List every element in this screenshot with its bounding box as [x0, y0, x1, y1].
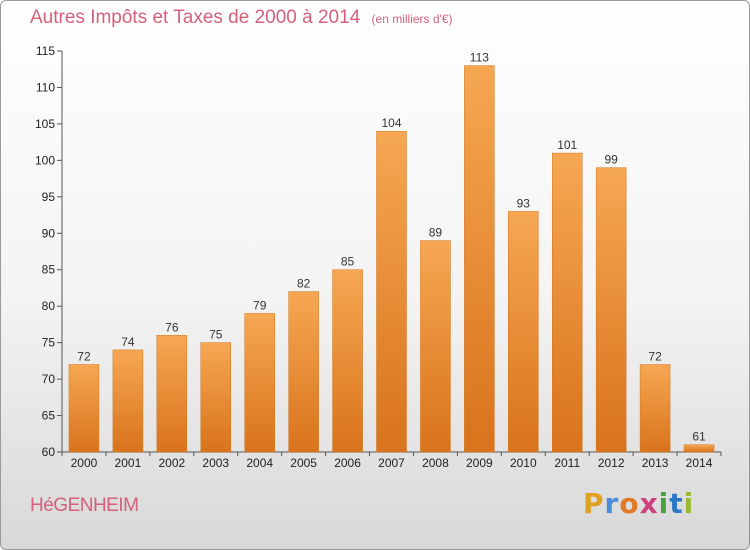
bar-2000	[68, 364, 100, 453]
x-tick-label: 2010	[510, 456, 537, 470]
x-tick-label: 2012	[598, 456, 625, 470]
chart-bars: 72 74 76 75 79 82 85 104 89 113 93 101 99 72 61	[68, 51, 715, 453]
bar-2005	[288, 291, 319, 453]
bar-value-label: 72	[77, 350, 91, 364]
bar-2007	[376, 130, 407, 453]
bar-value-label: 61	[692, 430, 706, 444]
y-tick-label: 80	[42, 299, 56, 313]
bar-value-label: 74	[121, 335, 135, 349]
y-tick-label: 115	[36, 44, 55, 58]
bar-2013	[639, 364, 671, 453]
bar-2004	[244, 313, 275, 453]
proxiti-logo: Proxiti	[583, 487, 695, 520]
bar-2002	[156, 335, 188, 453]
y-tick-label: 65	[42, 409, 56, 423]
bar-2009	[464, 65, 495, 453]
bar-value-label: 82	[297, 277, 311, 291]
y-tick-label: 105	[35, 117, 55, 131]
bar-value-label: 72	[648, 350, 662, 364]
bar-2008	[420, 240, 451, 453]
chart-title: Autres Impôts et Taxes de 2000 à 2014 (e…	[30, 7, 453, 29]
bar-value-label: 76	[165, 320, 179, 334]
bar-2001	[112, 349, 144, 453]
x-tick-label: 2014	[686, 456, 713, 470]
x-tick-label: 2007	[378, 456, 405, 470]
x-tick-label: 2009	[466, 456, 493, 470]
y-tick-label: 85	[42, 263, 56, 277]
bar-2003	[200, 342, 232, 453]
bar-value-label: 101	[557, 138, 577, 152]
bar-2012	[595, 167, 627, 453]
x-tick-label: 2006	[334, 456, 361, 470]
x-tick-label: 2005	[290, 456, 317, 470]
y-tick-label: 70	[42, 372, 56, 386]
bar-2006	[332, 269, 363, 453]
x-tick-label: 2004	[246, 456, 273, 470]
chart-title-text: Autres Impôts et Taxes de 2000 à 2014	[30, 7, 361, 28]
bar-value-label: 104	[381, 116, 401, 130]
bar-value-label: 85	[341, 255, 355, 269]
bar-2011	[551, 152, 583, 453]
y-tick-label: 110	[36, 80, 55, 94]
y-tick-label: 95	[42, 190, 56, 204]
y-tick-label: 100	[35, 153, 55, 167]
x-tick-label: 2001	[115, 456, 142, 470]
x-tick-label: 2008	[422, 456, 449, 470]
x-tick-label: 2000	[71, 456, 98, 470]
x-tick-label: 2002	[158, 456, 185, 470]
y-tick-label: 60	[42, 445, 56, 459]
x-tick-label: 2003	[202, 456, 229, 470]
bar-value-label: 93	[517, 196, 531, 210]
bar-value-label: 113	[470, 51, 489, 65]
chart-unit: (en milliers d'€)	[371, 12, 453, 26]
x-tick-label: 2013	[642, 456, 669, 470]
x-tick-label: 2011	[554, 456, 580, 470]
commune-name: HéGENHEIM	[30, 495, 139, 516]
bar-2014	[683, 444, 715, 453]
bar-value-label: 75	[209, 328, 223, 342]
bar-value-label: 99	[604, 153, 618, 167]
bar-value-label: 89	[429, 226, 443, 240]
y-tick-label: 90	[42, 226, 56, 240]
bar-2010	[508, 211, 539, 453]
bar-value-label: 79	[253, 298, 267, 312]
y-tick-label: 75	[42, 336, 56, 350]
